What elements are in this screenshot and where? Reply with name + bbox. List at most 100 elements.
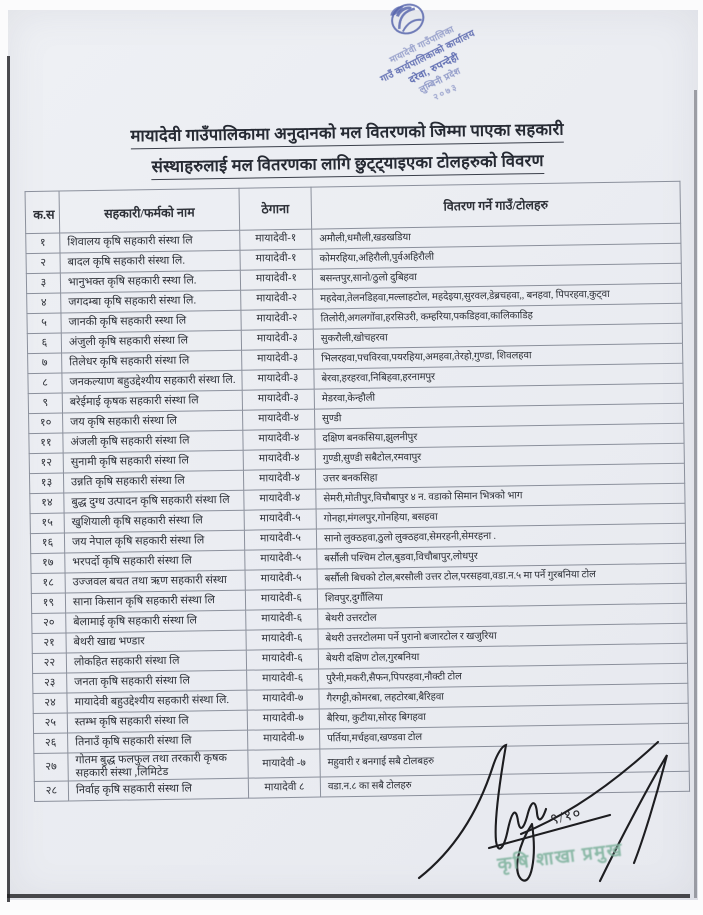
cell-sn: ९ bbox=[28, 393, 63, 414]
title-line-2: संस्थाहरुलाई मल वितरणका लागि छुट्ट्याइएक… bbox=[151, 147, 544, 181]
cell-sn: १८ bbox=[31, 573, 66, 594]
cell-sn: २२ bbox=[32, 653, 67, 674]
header-sn: क.स bbox=[25, 191, 60, 234]
cell-address: मायादेवी-४ bbox=[243, 449, 316, 471]
cell-address: मायादेवी ८ bbox=[248, 777, 321, 799]
distribution-table: क.स सहकारी/फर्मको नाम ठेगाना वितरण गर्ने… bbox=[25, 181, 691, 803]
cell-sn: २७ bbox=[33, 752, 69, 782]
cell-name: लोकहित सहकारी संस्था लि bbox=[66, 650, 247, 674]
cell-address: मायादेवी-३ bbox=[241, 349, 314, 371]
cell-sn: १२ bbox=[29, 453, 64, 474]
cell-sn: २० bbox=[31, 613, 66, 634]
cell-name: तिनाउँ कृषि सहकारी संस्था लि bbox=[67, 730, 248, 753]
paper-sheet bbox=[8, 10, 698, 900]
cell-name: उज्जवल बचत तथा ऋण सहकारी संस्था bbox=[65, 570, 246, 594]
cell-sn: १९ bbox=[31, 593, 66, 614]
emblem-smudge bbox=[390, 6, 404, 16]
scan-edge-bottom bbox=[7, 894, 690, 898]
cell-name: बरेईमाई कृषक सहकारी संस्था लि bbox=[62, 390, 243, 414]
cell-sn: १ bbox=[25, 233, 61, 254]
cell-address: मायादेवी-५ bbox=[244, 549, 318, 571]
nepal-emblem-icon bbox=[390, 3, 425, 35]
table-body: १ शिवालय कृषि सहकारी संस्था लि मायादेवी-१ अ… bbox=[25, 223, 690, 802]
cell-sn: २५ bbox=[33, 713, 68, 734]
signature-ink bbox=[417, 740, 669, 883]
cell-sn: ५ bbox=[26, 313, 62, 334]
cell-address: मायादेवी-६ bbox=[245, 589, 318, 611]
cell-address: मायादेवी-५ bbox=[244, 529, 317, 551]
scan-edge-right bbox=[694, 90, 697, 898]
cell-address: मायादेवी-७ bbox=[247, 729, 320, 751]
cell-sn: ४ bbox=[26, 293, 61, 314]
cell-name: खुशियाली कृषि सहकारी संस्था लि bbox=[64, 510, 245, 534]
cell-sn: २३ bbox=[32, 673, 67, 694]
cell-address: मायादेवी-२ bbox=[240, 289, 313, 311]
cell-sn: १६ bbox=[30, 533, 65, 554]
cell-address: मायादेवी-५ bbox=[244, 509, 317, 531]
cell-sn: २४ bbox=[32, 693, 68, 714]
cell-sn: १३ bbox=[29, 473, 64, 494]
cell-name: जनकल्याण बहुउद्देश्यीय सहकारी संस्था लि. bbox=[61, 370, 243, 394]
cell-address: मायादेवी-६ bbox=[246, 649, 319, 671]
cell-sn: १७ bbox=[30, 553, 66, 574]
cell-address: मायादेवी-६ bbox=[246, 669, 319, 691]
cell-address: मायादेवी-५ bbox=[245, 569, 318, 591]
cell-name: बेलामाई कृषि सहकारी संस्था लि bbox=[65, 610, 246, 634]
cell-sn: २८ bbox=[34, 781, 69, 802]
cell-address: मायादेवी-३ bbox=[241, 329, 314, 351]
cell-name: भानुभक्त कृषि सहकारी स्स्था लि. bbox=[60, 270, 241, 294]
cell-address: मायादेवी-७ bbox=[246, 689, 320, 711]
cell-name: स्तम्भ कृषि सहकारी संस्था लि bbox=[67, 710, 248, 734]
cell-name: गोतम बुद्ध फलफुल तथा तरकारी कृषक सहकारी … bbox=[67, 750, 249, 782]
cell-name: जय नेपाल कृषि सहकारी संस्था लि bbox=[64, 530, 245, 554]
cell-name: सुनामी कृषि सहकारी संस्था लि bbox=[63, 450, 244, 474]
header-toles: वितरण गर्ने गाउँ/टोलहरु bbox=[311, 181, 681, 230]
cell-sn: १५ bbox=[30, 513, 65, 534]
cell-address: मायादेवी-१ bbox=[239, 229, 312, 251]
cell-address: मायादेवी-१ bbox=[239, 249, 313, 271]
cell-name: जानकी कृषि सहकारी स्स्था लि bbox=[60, 310, 242, 334]
office-stamp: मायादेवी गाउँपालिका गाउँ कार्यपालिकाको क… bbox=[320, 0, 529, 138]
cell-sn: ८ bbox=[27, 373, 63, 394]
document-title: मायादेवी गाउँपालिकामा अनुदानको मल वितरणक… bbox=[0, 115, 699, 188]
cell-sn: २ bbox=[26, 253, 61, 274]
cell-name: बादल कृषि सहकारी संस्था लि. bbox=[60, 250, 241, 274]
cell-address: मायादेवी-३ bbox=[242, 389, 315, 411]
title-line-1: मायादेवी गाउँपालिकामा अनुदानको मल वितरणक… bbox=[130, 116, 564, 150]
cell-name: अंजली कृषि सहकारी संस्था लि bbox=[62, 430, 244, 454]
cell-name: साना किसान कृषि सहकारी संस्था लि bbox=[65, 590, 246, 614]
cell-name: भरपर्दो कृषि सहकारी संस्था लि bbox=[64, 550, 246, 574]
cell-address: मायादेवी-४ bbox=[242, 429, 316, 451]
cell-name: तिलेधर कृषि सहकारी संस्था लि bbox=[61, 350, 242, 374]
cell-name: अंजुली कृषि सहकारी संस्था लि bbox=[61, 330, 242, 354]
cell-address: मायादेवी-६ bbox=[245, 609, 318, 631]
cell-name: जनता कृषि सहकारी संस्था लि bbox=[66, 670, 247, 694]
cell-address: मायादेवी-२ bbox=[240, 309, 314, 331]
cell-sn: ३ bbox=[26, 273, 61, 294]
cell-name: जगदम्बा कृषि सहकारी संस्था लि. bbox=[60, 290, 241, 314]
cell-address: मायादेवी-४ bbox=[243, 469, 316, 491]
header-address: ठेगाना bbox=[239, 187, 312, 231]
cell-sn: ११ bbox=[28, 433, 64, 454]
cell-address: मायादेवी -७ bbox=[247, 749, 321, 779]
cell-sn: ७ bbox=[27, 353, 62, 374]
cell-address: मायादेवी-३ bbox=[241, 369, 315, 391]
cell-name: मायादेवी बहुउद्देश्यीय सहकारी संस्था लि. bbox=[66, 690, 248, 714]
cell-sn: २६ bbox=[33, 733, 68, 754]
cell-name: बेथरी खाद्य भण्डार bbox=[65, 630, 247, 654]
cell-sn: १४ bbox=[29, 493, 65, 514]
cell-address: मायादेवी-१ bbox=[240, 269, 313, 291]
cell-name: शिवालय कृषि सहकारी संस्था लि bbox=[59, 230, 240, 254]
cell-sn: २१ bbox=[31, 633, 67, 654]
header-name: सहकारी/फर्मको नाम bbox=[59, 188, 240, 234]
cell-name: बुद्ध दुग्ध उत्पादन कृषि सहकारी संस्था ल… bbox=[63, 490, 245, 514]
cell-address: मायादेवी-७ bbox=[247, 709, 320, 731]
cell-sn: ६ bbox=[27, 333, 62, 354]
cell-address: मायादेवी-४ bbox=[242, 409, 315, 431]
cell-name: निर्वाह कृषि सहकारी संस्था लि bbox=[68, 778, 249, 802]
cell-address: मायादेवी-४ bbox=[243, 489, 317, 511]
cell-address: मायादेवी-६ bbox=[245, 629, 319, 651]
cell-sn: १० bbox=[28, 413, 63, 434]
cell-name: जय कृषि सहकारी संस्था लि bbox=[62, 410, 243, 434]
